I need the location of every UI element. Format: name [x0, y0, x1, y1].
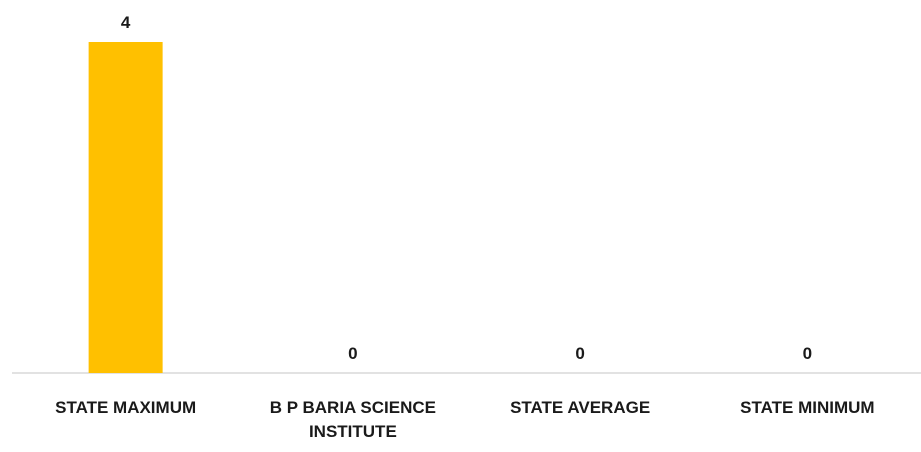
bar [88, 42, 163, 373]
bars-group [88, 42, 163, 373]
data-label: 0 [803, 344, 812, 363]
category-label: B P BARIA SCIENCE [270, 398, 436, 417]
data-label: 0 [348, 344, 357, 363]
category-labels-group: STATE MAXIMUM B P BARIA SCIENCE INSTITUTE S… [55, 398, 874, 441]
category-label: INSTITUTE [309, 422, 397, 441]
data-label: 4 [121, 13, 131, 32]
data-label: 0 [575, 344, 584, 363]
category-label: STATE MAXIMUM [55, 398, 196, 417]
data-labels-group: 4 0 0 0 [121, 13, 812, 363]
category-label: STATE MINIMUM [740, 398, 874, 417]
category-label: STATE AVERAGE [510, 398, 650, 417]
